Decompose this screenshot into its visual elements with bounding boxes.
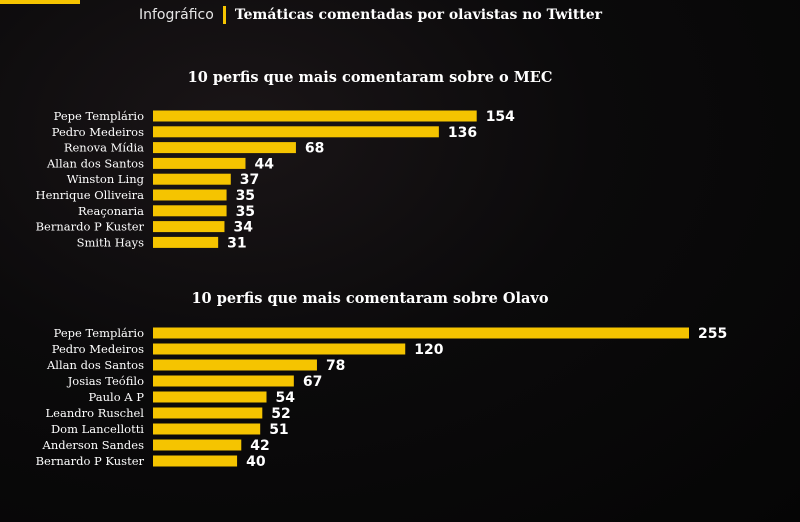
category-label: Henrique Olliveira <box>36 188 145 202</box>
value-label: 44 <box>254 156 274 172</box>
value-label: 67 <box>303 374 322 390</box>
bar <box>153 173 231 185</box>
category-label: Anderson Sandes <box>42 438 145 452</box>
value-label: 52 <box>271 406 290 422</box>
bar <box>153 455 238 467</box>
bar <box>153 142 296 154</box>
bar <box>153 189 227 201</box>
value-label: 54 <box>276 390 296 406</box>
category-label: Bernardo P Kuster <box>36 454 145 468</box>
category-label: Pedro Medeiros <box>52 125 144 139</box>
bar <box>153 375 294 387</box>
value-label: 35 <box>236 204 255 220</box>
category-label: Allan dos Santos <box>46 156 144 170</box>
bar <box>153 126 439 138</box>
page-title: Temáticas comentadas por olavistas no Tw… <box>234 7 603 23</box>
bar <box>153 157 246 169</box>
header-separator <box>222 6 226 24</box>
bar <box>153 359 317 371</box>
category-label: Dom Lancellotti <box>51 422 144 436</box>
category-label: Josias Teófilo <box>67 374 144 388</box>
value-label: 51 <box>269 422 288 438</box>
value-label: 136 <box>448 125 477 141</box>
chart-title: 10 perfis que mais comentaram sobre Olav… <box>191 290 548 307</box>
page-header: Infográfico Temáticas comentadas por ola… <box>139 4 602 26</box>
category-label: Pedro Medeiros <box>52 342 144 356</box>
value-label: 31 <box>227 235 246 251</box>
category-label: Renova Mídia <box>64 141 144 155</box>
value-label: 154 <box>486 109 515 125</box>
category-label: Smith Hays <box>77 235 145 249</box>
category-label: Pepe Templário <box>54 109 144 123</box>
category-label: Allan dos Santos <box>46 358 144 372</box>
bar <box>153 439 242 451</box>
category-label: Bernardo P Kuster <box>36 220 145 234</box>
value-label: 35 <box>236 188 255 204</box>
value-label: 37 <box>240 172 259 188</box>
bar <box>153 407 263 419</box>
bar <box>153 205 227 217</box>
value-label: 34 <box>233 220 253 236</box>
accent-bar <box>0 0 80 4</box>
category-label: Reaçonaria <box>78 204 144 218</box>
bar <box>153 221 225 233</box>
category-label: Winston Ling <box>67 172 145 186</box>
bar <box>153 236 219 248</box>
bar-chart-2: 10 perfis que mais comentaram sobre Olav… <box>36 290 728 470</box>
bar <box>153 391 267 403</box>
category-label: Leandro Ruschel <box>46 406 145 420</box>
value-label: 40 <box>246 454 266 470</box>
category-label: Paulo A P <box>89 390 145 404</box>
chart-title: 10 perfis que mais comentaram sobre o ME… <box>188 69 553 86</box>
bar <box>153 110 477 122</box>
value-label: 255 <box>698 326 727 342</box>
bar-chart-1: 10 perfis que mais comentaram sobre o ME… <box>36 69 553 251</box>
bar <box>153 327 689 339</box>
category-label: Pepe Templário <box>54 326 144 340</box>
header-kicker: Infográfico <box>139 7 214 23</box>
bar <box>153 343 406 355</box>
value-label: 68 <box>305 141 324 157</box>
value-label: 42 <box>250 438 269 454</box>
value-label: 78 <box>326 358 345 374</box>
value-label: 120 <box>414 342 443 358</box>
bar <box>153 423 261 435</box>
